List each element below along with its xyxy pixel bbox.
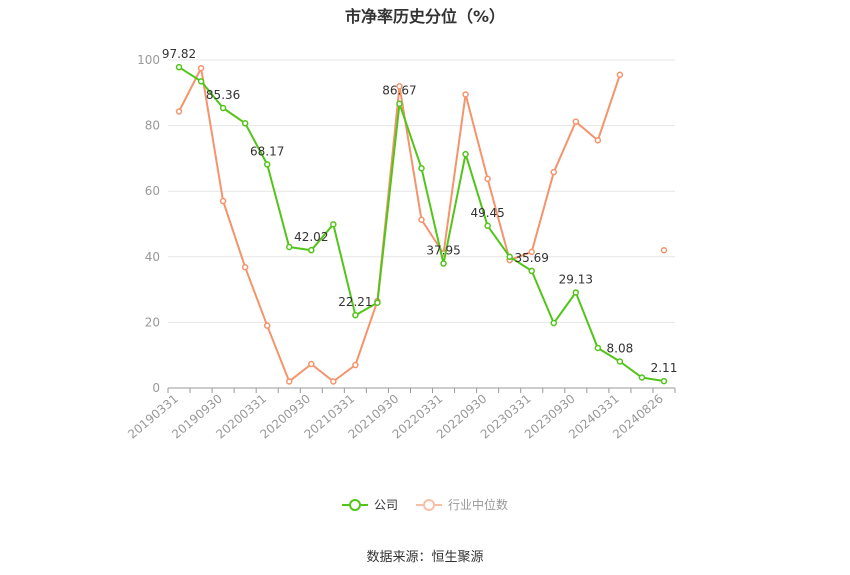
data-label: 22.21 [338,295,372,309]
y-tick-label: 0 [152,381,160,395]
data-point-0 [396,100,403,107]
data-point-1 [263,322,271,329]
data-source: 数据来源：恒生聚源 [366,550,484,565]
data-point-0 [660,377,668,385]
data-point-0 [440,260,447,267]
y-tick-label: 100 [137,53,160,67]
data-point-1 [197,64,205,72]
data-point-0 [352,311,359,319]
data-point-1 [396,82,403,90]
data-point-1 [616,71,624,79]
legend-item-company[interactable]: 公司 [341,496,398,513]
legend: 公司 行业中位数 [0,496,850,513]
series-line-1 [179,68,664,381]
data-label: 97.82 [162,47,196,61]
data-point-0 [418,164,425,172]
data-point-0 [263,161,271,168]
data-point-1 [285,378,293,385]
data-point-0 [462,150,469,158]
data-point-0 [594,344,602,352]
data-point-1 [550,168,558,176]
data-point-0 [285,243,293,251]
chart-title: 市净率历史分位（%） [344,7,506,26]
legend-industry-label: 行业中位数 [448,498,509,512]
data-label: 49.45 [470,206,504,220]
data-point-1 [660,246,668,254]
data-point-1 [219,197,227,205]
legend-industry-marker-icon [416,498,442,512]
data-point-1 [528,248,535,256]
data-point-0 [374,299,381,306]
data-label: 8.08 [607,341,634,355]
data-label: 42.02 [294,230,328,244]
data-point-0 [219,104,227,112]
data-point-1 [308,360,315,368]
data-label: 35.69 [515,251,549,265]
data-point-0 [175,63,183,71]
data-point-1 [594,137,602,144]
series-line-0 [178,66,665,383]
data-point-1 [241,264,249,271]
data-point-0 [484,222,491,230]
data-point-0 [330,221,337,228]
legend-item-industry[interactable]: 行业中位数 [416,496,508,513]
data-label: 85.36 [206,88,240,102]
y-tick-label: 40 [145,250,160,264]
data-point-0 [528,267,535,275]
data-point-0 [308,246,315,254]
data-point-0 [572,289,580,296]
data-point-0 [638,374,646,381]
data-point-0 [616,358,624,365]
data-label: 37.95 [426,244,460,258]
y-tick-label: 60 [145,184,160,198]
data-point-0 [241,120,249,127]
data-label: 2.11 [651,361,678,375]
data-point-0 [550,319,558,327]
data-point-0 [506,253,513,261]
legend-company-label: 公司 [373,498,398,512]
data-point-1 [330,378,337,385]
data-point-0 [197,78,205,85]
data-point-1 [352,361,359,369]
data-label: 86.67 [382,84,416,98]
data-point-1 [572,118,580,125]
data-point-1 [484,175,491,182]
y-tick-label: 20 [145,315,160,329]
data-label: 29.13 [559,272,593,286]
data-point-1 [462,91,469,98]
legend-company-marker-icon [341,498,368,512]
data-point-1 [418,216,425,223]
data-label: 68.17 [250,144,284,158]
y-tick-label: 80 [145,119,160,133]
data-point-1 [175,108,183,115]
